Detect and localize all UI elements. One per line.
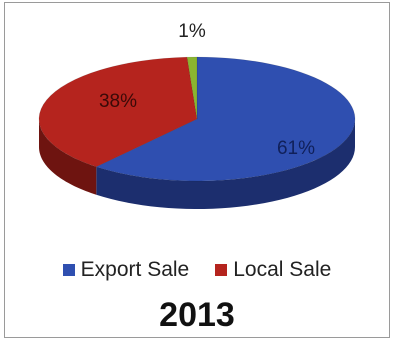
legend-item-local: Local Sale <box>215 258 331 282</box>
pie-slice-2 <box>186 56 198 120</box>
data-label-2: 1% <box>178 21 206 42</box>
legend-label-export: Export Sale <box>80 258 190 281</box>
pie-slice-0 <box>95 56 356 182</box>
data-label-1: 38% <box>99 91 137 112</box>
chart-legend: Export Sale Local Sale <box>0 258 394 282</box>
pie-slice-1 <box>38 56 198 168</box>
legend-item-export: Export Sale <box>62 258 190 282</box>
legend-swatch-export <box>62 264 75 276</box>
legend-label-local: Local Sale <box>233 258 332 281</box>
chart-title: 2013 <box>159 296 235 334</box>
pie-side-1 <box>39 119 97 195</box>
pie-side-0 <box>96 119 355 209</box>
data-label-0: 61% <box>277 138 315 159</box>
legend-swatch-local <box>215 264 228 276</box>
